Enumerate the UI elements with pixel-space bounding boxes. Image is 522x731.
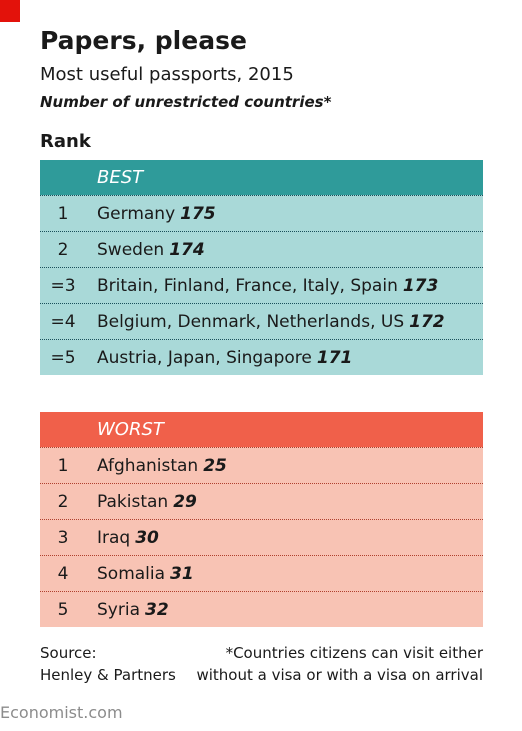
countries: Austria, Japan, Singapore xyxy=(97,348,312,368)
red-tab xyxy=(0,0,20,22)
countries: Somalia xyxy=(97,564,166,584)
table-row: 4 Somalia 31 xyxy=(40,555,483,591)
count: 30 xyxy=(135,528,159,548)
count: 171 xyxy=(316,348,353,368)
table-row: =4 Belgium, Denmark, Netherlands, US 172 xyxy=(40,303,483,339)
source-label: Source: xyxy=(40,644,97,662)
rank: 2 xyxy=(57,240,69,260)
title: Papers, please xyxy=(40,26,247,55)
rank: =3 xyxy=(50,276,76,296)
subtitle: Most useful passports, 2015 xyxy=(40,64,294,85)
countries: Syria xyxy=(97,600,140,620)
countries-cell: Austria, Japan, Singapore 171 xyxy=(97,340,352,376)
source: Source: Henley & Partners xyxy=(40,642,176,686)
countries: Germany xyxy=(97,204,176,224)
ranking-table: BEST 1 Germany 175 2 Sweden 174 =3 Britain, Finl… xyxy=(40,160,483,375)
countries: Britain, Finland, France, Italy, Spain xyxy=(97,276,398,296)
rank: =5 xyxy=(50,348,76,368)
count: 31 xyxy=(170,564,194,584)
table-row: 2 Pakistan 29 xyxy=(40,483,483,519)
rank-label: Rank xyxy=(40,131,91,152)
countries: Sweden xyxy=(97,240,165,260)
rank: 5 xyxy=(57,600,69,620)
table-row: =5 Austria, Japan, Singapore 171 xyxy=(40,339,483,375)
table-heading: WORST xyxy=(40,412,483,447)
count: 172 xyxy=(409,312,445,332)
countries: Afghanistan xyxy=(97,456,199,476)
countries-cell: Pakistan 29 xyxy=(97,484,197,520)
countries: Belgium, Denmark, Netherlands, US xyxy=(97,312,405,332)
countries: Iraq xyxy=(97,528,131,548)
table-row: 3 Iraq 30 xyxy=(40,519,483,555)
countries-cell: Afghanistan 25 xyxy=(97,448,227,484)
count: 25 xyxy=(203,456,227,476)
table-row: 2 Sweden 174 xyxy=(40,231,483,267)
footnote-line: without a visa or with a visa on arrival xyxy=(196,666,483,684)
rank: 4 xyxy=(57,564,69,584)
count: 175 xyxy=(180,204,216,224)
countries-cell: Syria 32 xyxy=(97,592,169,628)
countries-cell: Iraq 30 xyxy=(97,520,159,556)
rank: 2 xyxy=(57,492,69,512)
countries-cell: Germany 175 xyxy=(97,196,216,232)
table-row: 5 Syria 32 xyxy=(40,591,483,627)
count: 173 xyxy=(402,276,439,296)
rank: =4 xyxy=(50,312,76,332)
table-heading: BEST xyxy=(40,160,483,195)
footnote: *Countries citizens can visit either wit… xyxy=(196,642,483,686)
rank: 1 xyxy=(57,456,69,476)
count: 174 xyxy=(169,240,205,260)
brand: Economist.com xyxy=(0,703,123,722)
table-row: 1 Afghanistan 25 xyxy=(40,447,483,483)
countries-cell: Britain, Finland, France, Italy, Spain 17… xyxy=(97,268,438,304)
table-row: 1 Germany 175 xyxy=(40,195,483,231)
footnote-line: *Countries citizens can visit either xyxy=(225,644,483,662)
rank: 1 xyxy=(57,204,69,224)
countries-cell: Belgium, Denmark, Netherlands, US 172 xyxy=(97,304,445,340)
count: 32 xyxy=(144,600,169,620)
countries-cell: Sweden 174 xyxy=(97,232,205,268)
countries-cell: Somalia 31 xyxy=(97,556,194,592)
countries: Pakistan xyxy=(97,492,169,512)
count: 29 xyxy=(173,492,197,512)
note: Number of unrestricted countries* xyxy=(40,93,332,111)
table-row: =3 Britain, Finland, France, Italy, Spain… xyxy=(40,267,483,303)
ranking-table: WORST 1 Afghanistan 25 2 Pakistan 29 3 Iraq 30 4 So… xyxy=(40,412,483,627)
source-name: Henley & Partners xyxy=(40,666,176,684)
rank: 3 xyxy=(57,528,69,548)
